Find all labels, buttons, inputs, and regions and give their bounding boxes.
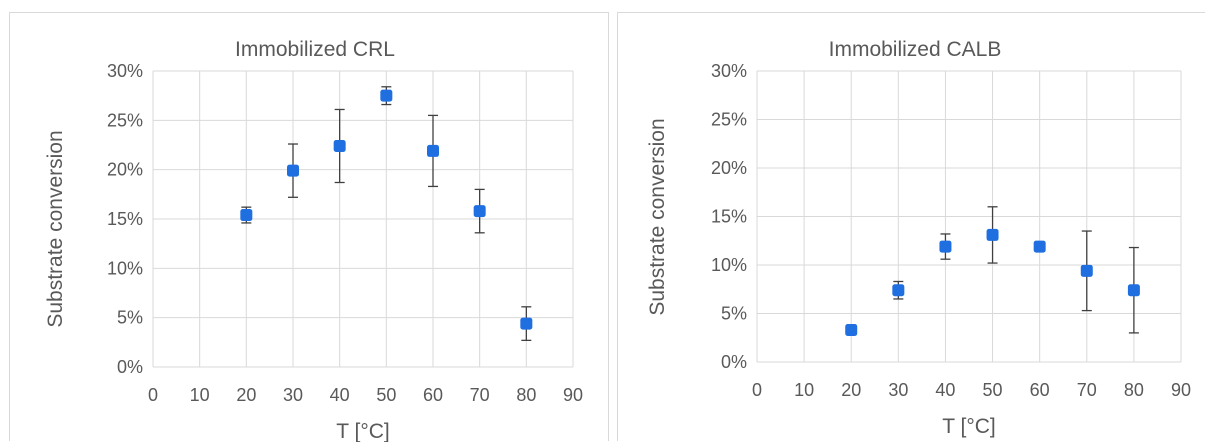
y-tick-label: 25% [107, 110, 143, 130]
x-tick-label: 60 [1030, 380, 1050, 400]
y-tick-label: 15% [711, 207, 747, 227]
y-tick-label: 10% [107, 258, 143, 278]
x-tick-label: 70 [1077, 380, 1097, 400]
y-tick-label: 10% [711, 255, 747, 275]
data-point [892, 284, 905, 297]
x-tick-label: 0 [148, 385, 158, 405]
x-tick-label: 90 [1171, 380, 1191, 400]
y-tick-label: 20% [107, 160, 143, 180]
x-axis-label: T [°C] [942, 415, 996, 438]
y-tick-label: 5% [721, 304, 747, 324]
x-tick-label: 80 [516, 385, 536, 405]
data-point [380, 89, 393, 102]
data-point [1033, 240, 1046, 253]
y-tick-label: 20% [711, 158, 747, 178]
data-point [287, 164, 299, 177]
y-tick-label: 30% [107, 61, 143, 81]
x-tick-label: 10 [794, 380, 814, 400]
x-tick-label: 10 [190, 385, 210, 405]
y-axis-label: Substrate conversion [646, 118, 669, 315]
y-tick-label: 0% [721, 352, 747, 372]
x-tick-label: 50 [983, 380, 1003, 400]
y-axis-label: Substrate conversion [44, 130, 67, 327]
x-tick-label: 0 [752, 380, 762, 400]
data-point [473, 205, 486, 218]
x-tick-label: 60 [423, 385, 443, 405]
data-point [845, 323, 858, 336]
x-tick-label: 40 [330, 385, 350, 405]
y-tick-label: 15% [107, 209, 143, 229]
x-tick-label: 70 [470, 385, 490, 405]
data-point [1080, 264, 1093, 277]
y-tick-label: 5% [117, 308, 143, 328]
x-tick-label: 30 [283, 385, 303, 405]
data-point [520, 317, 533, 330]
x-tick-label: 30 [888, 380, 908, 400]
x-tick-label: 20 [841, 380, 861, 400]
data-point [986, 228, 999, 241]
data-point [1127, 284, 1140, 297]
x-axis-label: T [°C] [336, 420, 390, 442]
chart-title: Immobilized CALB [829, 38, 1002, 61]
x-tick-label: 50 [376, 385, 396, 405]
chart-title: Immobilized CRL [235, 38, 395, 61]
x-tick-label: 80 [1124, 380, 1144, 400]
chart-panel-calb: 0 10 20 30 40 50 60 70 80 90 0% 5% 10% 15% 20% 25% 30% Im… [617, 12, 1205, 441]
data-point [939, 240, 952, 253]
y-tick-label: 0% [117, 357, 143, 377]
chart-crl: 0 10 20 30 40 50 60 70 80 90 0% 5% 10% 15% 20% 25% 30% Im… [44, 38, 583, 442]
x-tick-label: 20 [236, 385, 256, 405]
x-tick-label: 40 [935, 380, 955, 400]
chart-panel-crl: 0 10 20 30 40 50 60 70 80 90 0% 5% 10% 15% 20% 25% 30% Im… [9, 12, 609, 442]
y-tick-label: 25% [711, 110, 747, 130]
data-point [333, 139, 346, 152]
data-point [240, 209, 253, 222]
x-tick-label: 90 [563, 385, 583, 405]
data-point [427, 144, 439, 157]
y-tick-label: 30% [711, 61, 747, 81]
chart-calb: 0 10 20 30 40 50 60 70 80 90 0% 5% 10% 15% 20% 25% 30% Im… [646, 38, 1191, 438]
